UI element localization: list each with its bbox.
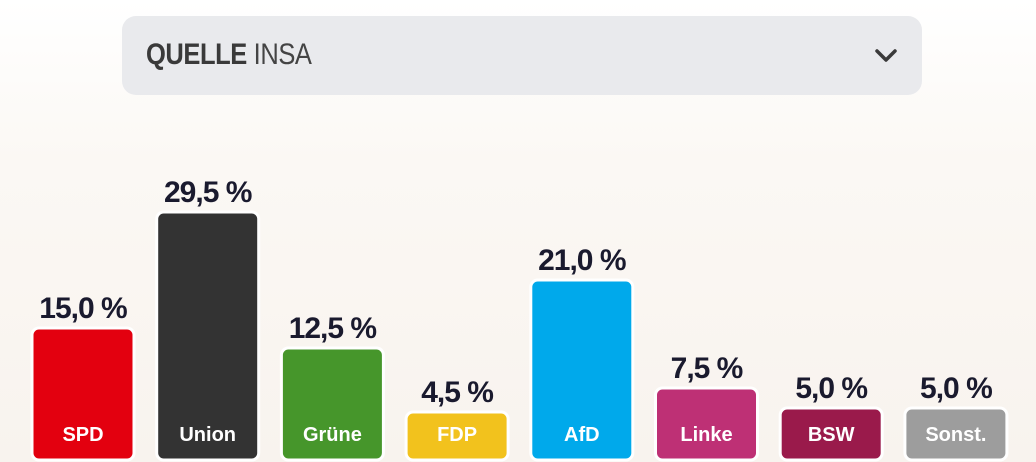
source-value: INSA: [253, 38, 312, 71]
source-dropdown[interactable]: QUELLE INSA: [122, 16, 922, 95]
bar-group-linke: 7,5 % Linke: [654, 352, 759, 462]
value-label-union: 29,5 %: [164, 176, 252, 209]
category-label-afd: AfD: [564, 424, 600, 446]
bar-fdp: [404, 410, 510, 462]
bar-group-sonst: 5,0 % Sonst.: [903, 372, 1009, 462]
chevron-down-icon[interactable]: [872, 42, 900, 70]
bar-group-afd: 21,0 % AfD: [529, 244, 635, 462]
bar-group-fdp: 4,5 % FDP: [404, 376, 510, 462]
source-label: QUELLE: [146, 38, 247, 71]
value-label-sonst: 5,0 %: [920, 372, 992, 405]
value-label-afd: 21,0 %: [538, 244, 626, 277]
source-label-text: QUELLE INSA: [146, 38, 312, 72]
bar-group-union: 29,5 % Union: [155, 176, 261, 462]
bar-gruene: [279, 346, 385, 462]
value-label-fdp: 4,5 %: [421, 376, 493, 409]
category-label-spd: SPD: [62, 424, 103, 446]
value-label-bsw: 5,0 %: [795, 372, 867, 405]
value-label-gruene: 12,5 %: [289, 312, 377, 345]
bar-afd: [529, 278, 635, 462]
bar-group-spd: 15,0 % SPD: [30, 292, 136, 462]
bar-group-gruene: 12,5 % Grüne: [279, 312, 385, 462]
bar-spd: [30, 326, 136, 462]
value-label-linke: 7,5 %: [671, 352, 743, 385]
bar-bsw: [778, 406, 884, 462]
value-label-spd: 15,0 %: [39, 292, 127, 325]
category-label-fdp: FDP: [437, 424, 477, 446]
category-label-linke: Linke: [680, 424, 732, 446]
category-label-sonst: Sonst.: [925, 424, 986, 446]
category-label-union: Union: [179, 424, 236, 446]
category-label-gruene: Grüne: [303, 424, 362, 446]
bar-linke: [654, 386, 759, 462]
bar-union: [155, 210, 261, 462]
bar-sonst: [903, 406, 1009, 462]
bar-group-bsw: 5,0 % BSW: [778, 372, 884, 462]
category-label-bsw: BSW: [808, 424, 855, 446]
